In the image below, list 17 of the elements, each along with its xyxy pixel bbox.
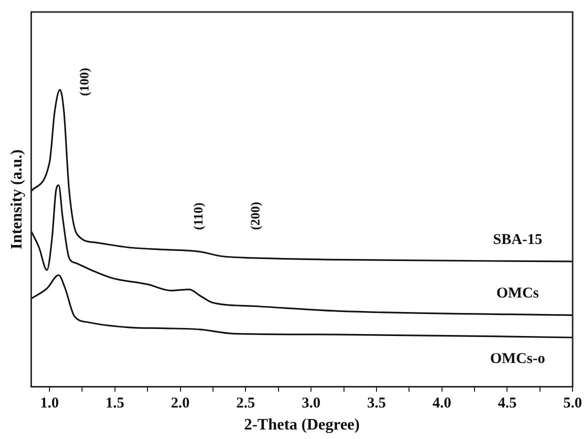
x-tick-label: 4.0	[432, 396, 452, 412]
annotation: (100)	[76, 68, 92, 96]
x-tick-label: 2.0	[170, 396, 190, 412]
x-tick-label: 1.0	[40, 396, 59, 412]
series-label: OMCs	[496, 286, 540, 302]
x-axis-title: 2-Theta (Degree)	[244, 416, 360, 434]
series-label: SBA-15	[493, 232, 542, 248]
annotation: (200)	[247, 202, 262, 230]
series-label: OMCs-o	[490, 350, 546, 367]
x-tick-label: 1.5	[106, 396, 124, 412]
y-axis-title: Intensity (a.u.)	[8, 149, 26, 250]
x-tick-label: 4.5	[498, 396, 517, 412]
x-tick-label: 3.0	[302, 396, 320, 412]
annotation: (110)	[190, 202, 206, 230]
x-tick-label: 5.0	[563, 396, 582, 412]
x-tick-label: 2.5	[236, 396, 256, 412]
x-tick-label: 3.5	[367, 396, 386, 412]
